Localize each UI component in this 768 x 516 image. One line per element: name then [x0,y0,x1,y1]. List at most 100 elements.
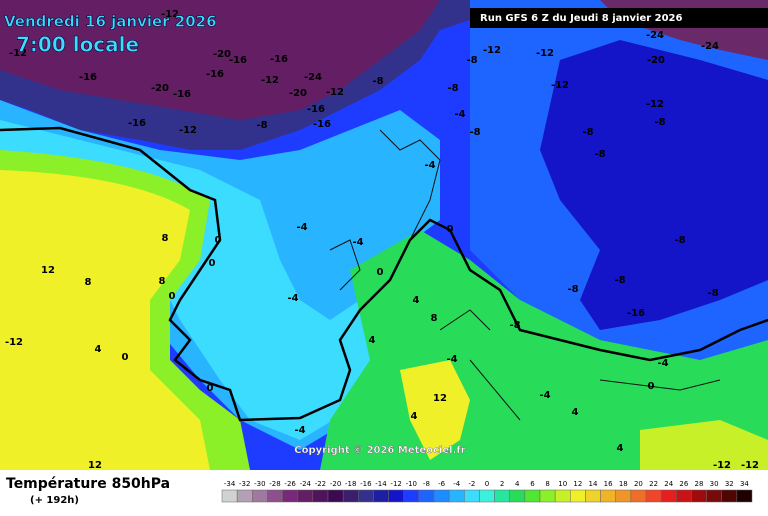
temperature-label: -20 [289,88,307,99]
temperature-label: -8 [567,284,578,295]
scale-swatch [570,489,586,503]
scale-swatch [448,489,465,503]
scale-label: 32 [725,480,734,488]
italy-warm [400,360,470,460]
scale-swatch [630,489,647,503]
temperature-label: -16 [206,69,224,80]
scale-label: -30 [254,480,265,488]
run-info: Run GFS 6 Z du Jeudi 8 janvier 2026 [480,13,683,24]
temperature-label: -4 [657,358,668,369]
scale-label: -26 [284,480,296,488]
temperature-label: -4 [352,237,363,248]
temperature-label: -8 [582,127,593,138]
temperature-label: -4 [446,354,457,365]
scale-label: -12 [390,480,401,488]
scale-label: -22 [315,480,326,488]
coastline [329,129,721,421]
scale-label: 22 [649,480,658,488]
temperature-label: -12 [741,460,759,471]
temperature-label: -8 [466,55,477,66]
scale-label: -14 [375,480,387,488]
date: Vendredi 16 janvier 2026 [4,13,217,31]
scale-label: 30 [710,480,719,488]
temperature-label: 8 [162,233,169,244]
scale-swatch [554,489,571,503]
scale-label: 20 [634,480,643,488]
temperature-label: -12 [179,125,197,136]
temperature-label: 0 [377,267,384,278]
scale-label: 8 [545,480,549,488]
temperature-label: -16 [627,308,645,319]
southeast-warm [640,420,768,470]
temperature-label: 0 [215,235,222,246]
scale-swatch [267,489,283,503]
temperature-label: -16 [128,118,146,129]
scale-label: 24 [664,480,673,488]
temperature-label: -12 [9,48,27,59]
temperature-label: -4 [454,109,465,120]
polar-air [0,0,440,120]
temperature-label: -20 [151,83,169,94]
temperature-label: -8 [674,235,685,246]
temperature-label: -16 [173,89,191,100]
scale-label: -24 [300,480,312,488]
scale-swatch [236,489,253,503]
scale-label: -6 [438,480,446,488]
cold-zone [540,40,768,330]
temperature-label: -8 [469,127,480,138]
scale-swatch [312,489,329,503]
scale-label: 26 [679,480,688,488]
scale-label: -34 [224,480,236,488]
temperature-label: 4 [95,344,102,355]
scale-swatch [221,489,238,503]
temperature-label: -24 [701,41,719,52]
map [0,0,768,470]
scale-label: 34 [740,480,749,488]
scale-label: -2 [468,480,475,488]
temperature-label: 8 [159,276,166,287]
scale-swatch [297,489,314,503]
scale-label: 14 [589,480,598,488]
temperature-label: -20 [213,49,231,60]
temperature-label: 0 [207,383,214,394]
temperature-label: -16 [79,72,97,83]
scale-swatch [676,489,692,503]
scale-swatch [736,489,753,503]
scale-label: -32 [239,480,250,488]
temperature-label: -12 [5,337,23,348]
scale-swatch [721,489,738,503]
footer-title: Température 850hPa [6,476,170,492]
scale-swatch [494,489,510,503]
scale-swatch [373,489,389,503]
run-box [470,8,768,28]
scale-swatch [282,489,298,503]
temperature-label: 0 [209,258,216,269]
temperature-label: 12 [433,393,447,404]
temperature-label: -8 [654,117,665,128]
scale-swatch [645,489,662,503]
scale-label: -10 [406,480,417,488]
temperature-label: -8 [707,288,718,299]
temperature-label: -12 [161,9,179,20]
temperature-label: -24 [304,72,322,83]
scale-swatch [403,489,420,503]
temperature-label: 4 [572,407,579,418]
copyright: Copyright © 2026 Meteociel.fr [294,445,465,456]
scale-swatch [524,489,541,503]
temperature-label: -4 [296,222,307,233]
scale-swatch [706,489,722,503]
scale-swatch [585,489,601,503]
temperature-label: -8 [447,83,458,94]
scale-label: 12 [573,480,582,488]
temperature-label: 4 [411,411,418,422]
scale-label: -16 [360,480,372,488]
scale-swatch [509,489,526,503]
scale-swatch [327,489,344,503]
temperature-label: -24 [646,30,664,41]
scale-swatch [539,489,556,503]
temperature-label: -16 [270,54,288,65]
temperature-label: -12 [326,87,344,98]
scale-swatch [418,489,435,503]
local-time: 7:00 locale [16,33,139,57]
scale-label: 4 [515,480,520,488]
